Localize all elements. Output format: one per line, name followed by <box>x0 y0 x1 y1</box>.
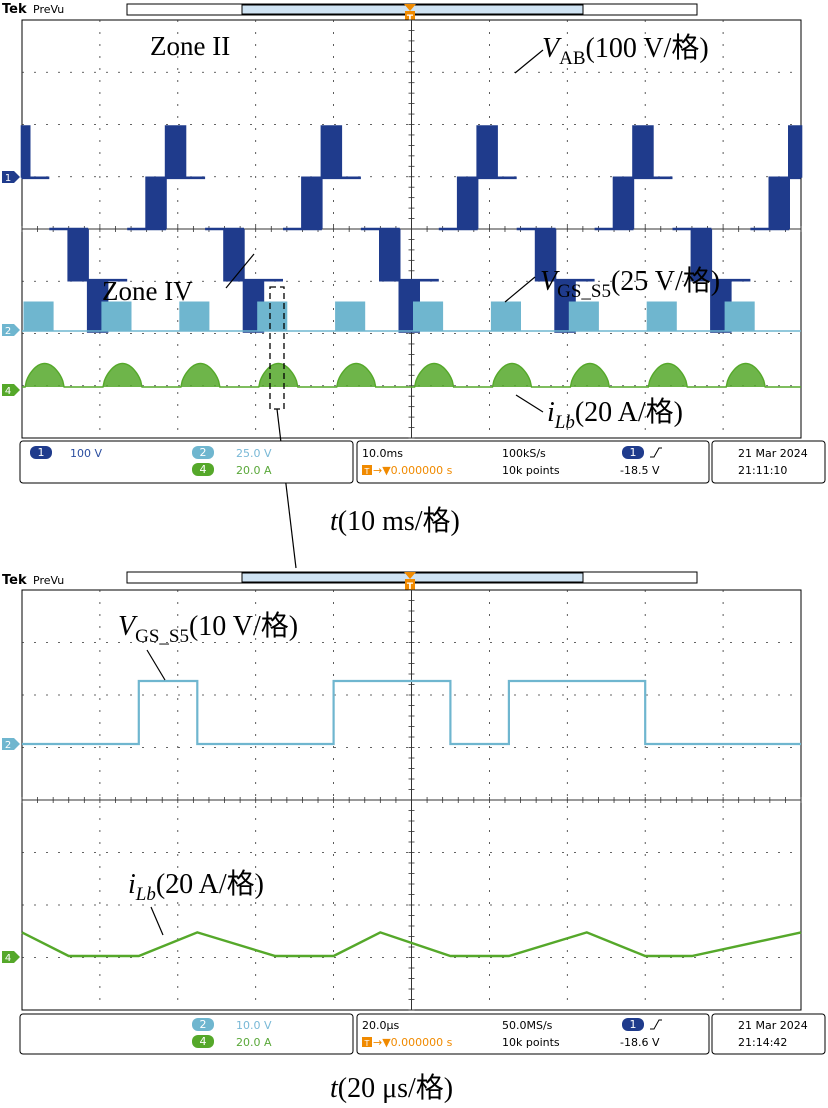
ilb-bottom-trace <box>21 931 802 958</box>
zoom-connector <box>276 408 297 569</box>
top-ch4-scale: 20.0 A <box>236 464 272 477</box>
top-sample-rate: 100kS/s <box>502 447 546 460</box>
svg-text:2: 2 <box>5 326 11 337</box>
svg-text:1: 1 <box>630 1018 637 1031</box>
svg-text:T: T <box>364 1039 370 1048</box>
top-time: 21:11:10 <box>738 464 787 477</box>
vgs-top-label: VGS_S5(25 V/格) <box>540 265 720 302</box>
svg-text:4: 4 <box>200 463 207 476</box>
vgs-top-trace <box>22 301 801 332</box>
bottom-brand: Tek <box>2 573 27 588</box>
svg-text:T: T <box>364 467 370 476</box>
vgs-bottom-trace <box>22 679 801 746</box>
svg-text:2: 2 <box>5 740 11 751</box>
bottom-traces <box>21 679 802 958</box>
top-date: 21 Mar 2024 <box>738 447 808 460</box>
bottom-xlabel: t(20 μs/格) <box>330 1072 453 1104</box>
bottom-timebase: 20.0μs <box>362 1019 399 1032</box>
bottom-time: 21:14:42 <box>738 1036 787 1049</box>
top-xlabel: t(10 ms/格) <box>330 505 460 537</box>
svg-text:2: 2 <box>200 446 207 459</box>
ilb-top-label: iLb(20 A/格) <box>547 396 683 433</box>
bottom-trigger-pos: →▼0.000000 s <box>373 1036 453 1049</box>
bottom-ch2-scale: 10.0 V <box>236 1019 272 1032</box>
bottom-ch4-marker: 4 <box>2 951 20 964</box>
svg-text:4: 4 <box>5 386 11 397</box>
top-scope: Tek PreVu T 1 2 4 Zone II Zone I <box>2 2 826 569</box>
bottom-record-length: 10k points <box>502 1036 560 1049</box>
top-ch1-scale: 100 V <box>70 447 102 460</box>
svg-text:T: T <box>407 14 414 24</box>
vgs-bottom-label: VGS_S5(10 V/格) <box>118 610 298 647</box>
svg-text:1: 1 <box>630 446 637 459</box>
ilb-top-trace <box>22 362 801 388</box>
top-record-length: 10k points <box>502 464 560 477</box>
svg-text:2: 2 <box>200 1018 207 1031</box>
bottom-trig-level: -18.6 V <box>620 1036 660 1049</box>
ilb-bottom-label: iLb(20 A/格) <box>128 868 264 905</box>
top-ch2-scale: 25.0 V <box>236 447 272 460</box>
top-mode: PreVu <box>33 3 64 16</box>
top-annotations: Zone II Zone IV VAB(100 V/格) VGS_S5(25 V… <box>102 31 720 569</box>
top-trigger-pos: →▼0.000000 s <box>373 464 453 477</box>
bottom-mode: PreVu <box>33 574 64 587</box>
top-brand: Tek <box>2 2 27 17</box>
top-timebase: 10.0ms <box>362 447 403 460</box>
top-traces <box>20 125 803 388</box>
svg-text:1: 1 <box>38 446 45 459</box>
zone4-label: Zone IV <box>102 276 193 306</box>
svg-text:1: 1 <box>5 173 11 184</box>
bottom-annotations: VGS_S5(10 V/格) iLb(20 A/格) <box>118 610 298 936</box>
svg-text:4: 4 <box>200 1035 207 1048</box>
bottom-ch4-scale: 20.0 A <box>236 1036 272 1049</box>
top-ch4-marker: 4 <box>2 384 20 397</box>
top-ch2-marker: 2 <box>2 324 20 337</box>
top-ch1-marker: 1 <box>2 171 20 184</box>
top-trigger-marker: T <box>404 4 416 24</box>
bottom-scope: Tek PreVu T 2 4 VGS_S5(10 V/格) iLb(20 A/… <box>2 571 826 1104</box>
top-status-bar: 1 100 V 2 25.0 V 4 20.0 A 10.0ms 100kS/s… <box>19 440 826 484</box>
bottom-sample-rate: 50.0MS/s <box>502 1019 553 1032</box>
svg-text:4: 4 <box>5 953 11 964</box>
bottom-trigger-marker: T <box>404 572 416 592</box>
zone2-label: Zone II <box>150 31 230 61</box>
bottom-ch2-marker: 2 <box>2 738 20 751</box>
top-trig-level: -18.5 V <box>620 464 660 477</box>
bottom-date: 21 Mar 2024 <box>738 1019 808 1032</box>
vab-label: VAB(100 V/格) <box>542 32 709 69</box>
svg-text:T: T <box>407 582 414 592</box>
bottom-status-bar: 2 10.0 V 4 20.0 A 20.0μs 50.0MS/s T →▼0.… <box>19 1013 826 1055</box>
